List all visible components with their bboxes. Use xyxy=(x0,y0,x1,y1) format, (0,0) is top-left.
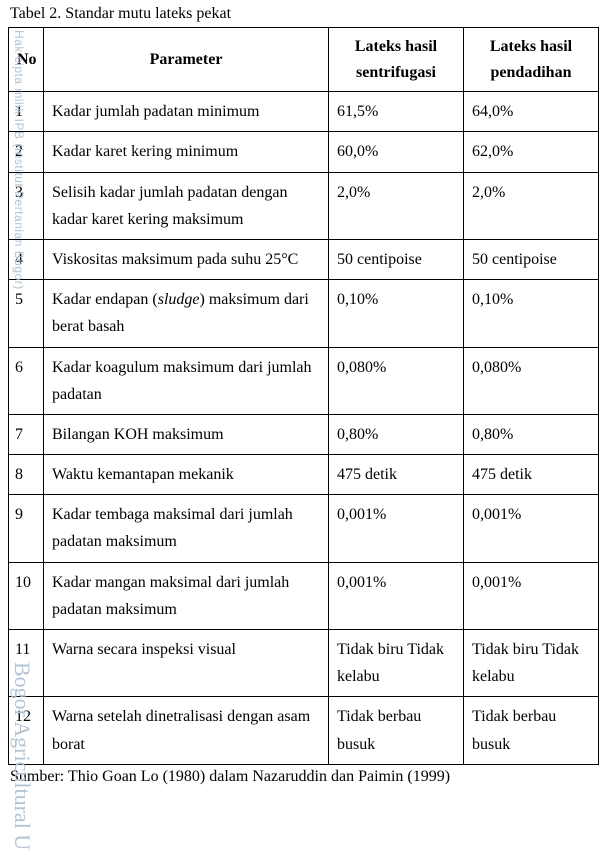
cell-no: 6 xyxy=(9,347,44,414)
cell-pend: Tidak biru Tidak kelabu xyxy=(464,630,599,697)
cell-no: 8 xyxy=(9,455,44,495)
table-row: 5 Kadar endapan (sludge) maksimum dari b… xyxy=(9,280,599,347)
cell-param: Kadar karet kering minimum xyxy=(44,132,329,172)
cell-sent: 0,001% xyxy=(329,495,464,562)
cell-param: Bilangan KOH maksimum xyxy=(44,414,329,454)
cell-pend: 2,0% xyxy=(464,172,599,239)
cell-pend: 64,0% xyxy=(464,92,599,132)
cell-pend: 0,001% xyxy=(464,495,599,562)
cell-no: 12 xyxy=(9,697,44,764)
header-sent-line2: sentrifugasi xyxy=(337,60,455,86)
table-row: 10 Kadar mangan maksimal dari jumlah pad… xyxy=(9,562,599,629)
cell-sent: Tidak biru Tidak kelabu xyxy=(329,630,464,697)
param-italic: sludge xyxy=(158,291,200,308)
cell-sent: 475 detik xyxy=(329,455,464,495)
cell-no: 7 xyxy=(9,414,44,454)
cell-no: 5 xyxy=(9,280,44,347)
quality-standard-table: No Parameter Lateks hasil sentrifugasi L… xyxy=(8,27,599,765)
cell-pend: 0,001% xyxy=(464,562,599,629)
cell-sent: 50 centipoise xyxy=(329,239,464,279)
cell-param: Kadar mangan maksimal dari jumlah padata… xyxy=(44,562,329,629)
cell-no: 9 xyxy=(9,495,44,562)
header-no: No xyxy=(9,28,44,92)
table-row: 4 Viskositas maksimum pada suhu 25°C 50 … xyxy=(9,239,599,279)
table-row: 12 Warna setelah dinetralisasi dengan as… xyxy=(9,697,599,764)
cell-sent: 0,001% xyxy=(329,562,464,629)
table-body: 1 Kadar jumlah padatan minimum 61,5% 64,… xyxy=(9,92,599,765)
cell-no: 1 xyxy=(9,92,44,132)
cell-param: Kadar tembaga maksimal dari jumlah padat… xyxy=(44,495,329,562)
cell-no: 11 xyxy=(9,630,44,697)
cell-no: 4 xyxy=(9,239,44,279)
header-pend-line2: pendadihan xyxy=(472,60,590,86)
cell-param: Selisih kadar jumlah padatan dengan kada… xyxy=(44,172,329,239)
cell-param: Kadar jumlah padatan minimum xyxy=(44,92,329,132)
cell-sent: 0,080% xyxy=(329,347,464,414)
cell-param: Waktu kemantapan mekanik xyxy=(44,455,329,495)
cell-sent: 61,5% xyxy=(329,92,464,132)
cell-param: Kadar koagulum maksimum dari jumlah pada… xyxy=(44,347,329,414)
cell-param: Kadar endapan (sludge) maksimum dari ber… xyxy=(44,280,329,347)
header-parameter: Parameter xyxy=(44,28,329,92)
cell-no: 2 xyxy=(9,132,44,172)
cell-pend: 50 centipoise xyxy=(464,239,599,279)
cell-pend: 0,080% xyxy=(464,347,599,414)
cell-pend: 475 detik xyxy=(464,455,599,495)
table-source: Sumber: Thio Goan Lo (1980) dalam Nazaru… xyxy=(8,768,598,786)
table-row: 2 Kadar karet kering minimum 60,0% 62,0% xyxy=(9,132,599,172)
cell-param: Warna secara inspeksi visual xyxy=(44,630,329,697)
table-caption: Tabel 2. Standar mutu lateks pekat xyxy=(8,5,598,23)
cell-no: 3 xyxy=(9,172,44,239)
header-sent-line1: Lateks hasil xyxy=(337,34,455,60)
param-pre: Kadar endapan ( xyxy=(52,291,158,308)
cell-pend: 0,80% xyxy=(464,414,599,454)
cell-sent: 0,10% xyxy=(329,280,464,347)
cell-sent: 60,0% xyxy=(329,132,464,172)
cell-sent: Tidak berbau busuk xyxy=(329,697,464,764)
cell-pend: 62,0% xyxy=(464,132,599,172)
cell-no: 10 xyxy=(9,562,44,629)
cell-sent: 2,0% xyxy=(329,172,464,239)
table-row: 11 Warna secara inspeksi visual Tidak bi… xyxy=(9,630,599,697)
header-pendadihan: Lateks hasil pendadihan xyxy=(464,28,599,92)
table-row: 7 Bilangan KOH maksimum 0,80% 0,80% xyxy=(9,414,599,454)
table-row: 9 Kadar tembaga maksimal dari jumlah pad… xyxy=(9,495,599,562)
header-sentrifugasi: Lateks hasil sentrifugasi xyxy=(329,28,464,92)
cell-pend: Tidak berbau busuk xyxy=(464,697,599,764)
header-pend-line1: Lateks hasil xyxy=(472,34,590,60)
table-row: 8 Waktu kemantapan mekanik 475 detik 475… xyxy=(9,455,599,495)
cell-param: Viskositas maksimum pada suhu 25°C xyxy=(44,239,329,279)
table-row: 6 Kadar koagulum maksimum dari jumlah pa… xyxy=(9,347,599,414)
table-row: 3 Selisih kadar jumlah padatan dengan ka… xyxy=(9,172,599,239)
cell-param: Warna setelah dinetralisasi dengan asam … xyxy=(44,697,329,764)
table-header-row: No Parameter Lateks hasil sentrifugasi L… xyxy=(9,28,599,92)
cell-pend: 0,10% xyxy=(464,280,599,347)
table-row: 1 Kadar jumlah padatan minimum 61,5% 64,… xyxy=(9,92,599,132)
cell-sent: 0,80% xyxy=(329,414,464,454)
